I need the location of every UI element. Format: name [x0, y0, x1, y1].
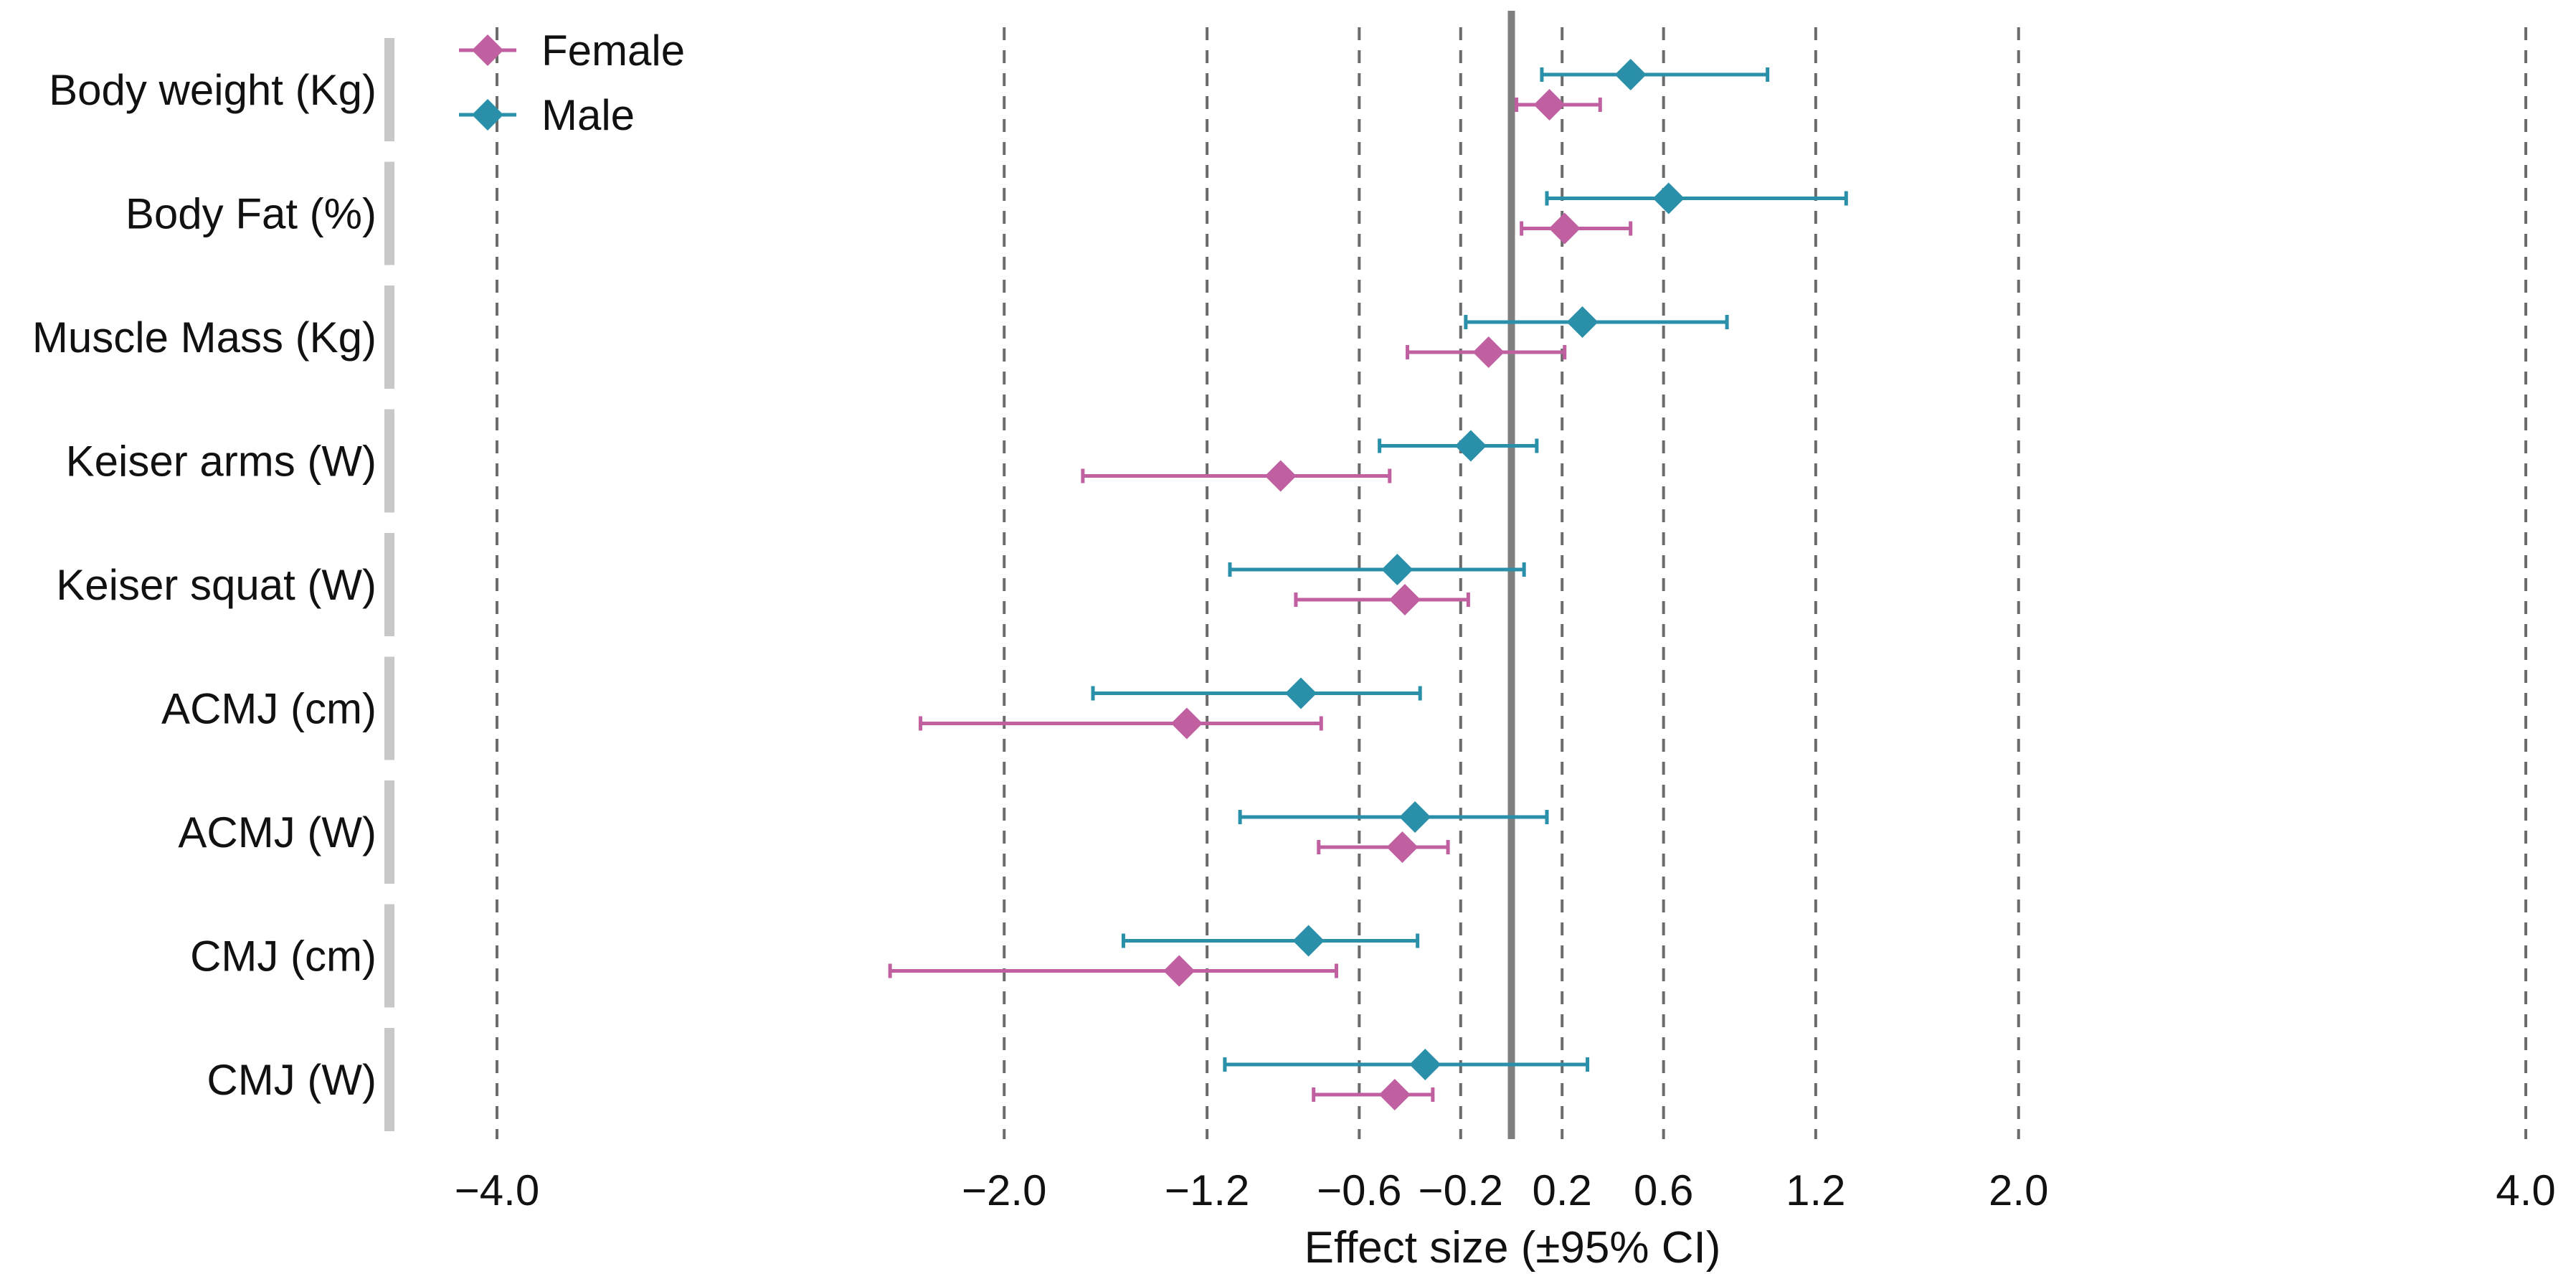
legend-label: Female [541, 27, 685, 75]
x-tick-label: −0.2 [1419, 1166, 1503, 1214]
category-label: ACMJ (cm) [161, 685, 377, 733]
category-label: Keiser arms (W) [66, 438, 377, 486]
category-label: CMJ (cm) [190, 933, 377, 981]
point-estimate [1614, 59, 1647, 90]
point-estimate [1652, 182, 1685, 214]
category-bar [384, 1028, 394, 1131]
category-bar [384, 904, 394, 1008]
category-label: ACMJ (W) [178, 808, 377, 856]
category-labels: Body weight (Kg) Body Fat (%) Muscle Mass … [32, 66, 377, 1104]
point-estimate [1386, 831, 1419, 863]
point-estimate [1548, 212, 1581, 245]
x-tick-label: −1.2 [1165, 1166, 1249, 1214]
point-estimate [1566, 306, 1599, 338]
point-estimate [1378, 1079, 1411, 1110]
category-label: Keiser squat (W) [56, 561, 377, 609]
point-estimate [1292, 925, 1325, 957]
point-estimate [1533, 89, 1566, 121]
point-estimate [1388, 584, 1421, 615]
point-estimate [1163, 955, 1195, 987]
x-tick-label: 1.2 [1786, 1166, 1845, 1214]
x-tick-label: −4.0 [455, 1166, 539, 1214]
legend: Female Male [459, 27, 685, 139]
category-bar [384, 285, 394, 389]
point-estimate [1472, 336, 1505, 368]
x-tick-label: 2.0 [1989, 1166, 2048, 1214]
x-tick-label: 0.6 [1634, 1166, 1693, 1214]
x-tick-label: 0.2 [1533, 1166, 1592, 1214]
x-tick-labels: −4.0 −2.0 −1.2 −0.6 −0.2 0.2 0.6 1.2 2.0 4.0 [455, 1166, 2556, 1214]
category-bar [384, 656, 394, 760]
x-tick-label: −2.0 [962, 1166, 1046, 1214]
category-label: Body weight (Kg) [49, 66, 377, 114]
category-label: Body Fat (%) [126, 190, 377, 238]
category-bar [384, 161, 394, 265]
category-label: CMJ (W) [207, 1056, 377, 1104]
x-axis-label: Effect size (±95% CI) [1304, 1223, 1721, 1273]
data-marks [888, 59, 1848, 1110]
category-bar [384, 409, 394, 513]
point-estimate [1399, 801, 1431, 833]
point-estimate [1284, 677, 1317, 709]
legend-label: Male [541, 91, 635, 139]
x-tick-label: 4.0 [2496, 1166, 2555, 1214]
gridlines [496, 27, 2527, 1139]
category-bar [384, 533, 394, 636]
point-estimate [1264, 460, 1297, 492]
point-estimate [1381, 554, 1414, 585]
category-bar [384, 38, 394, 141]
category-bars [384, 38, 394, 1131]
x-tick-label: −0.6 [1317, 1166, 1401, 1214]
category-label: Muscle Mass (Kg) [32, 313, 377, 362]
legend-diamond [472, 99, 503, 131]
point-estimate [1170, 707, 1203, 740]
legend-diamond [472, 34, 503, 66]
category-bar [384, 780, 394, 884]
point-estimate [1454, 430, 1487, 462]
point-estimate [1409, 1049, 1441, 1080]
